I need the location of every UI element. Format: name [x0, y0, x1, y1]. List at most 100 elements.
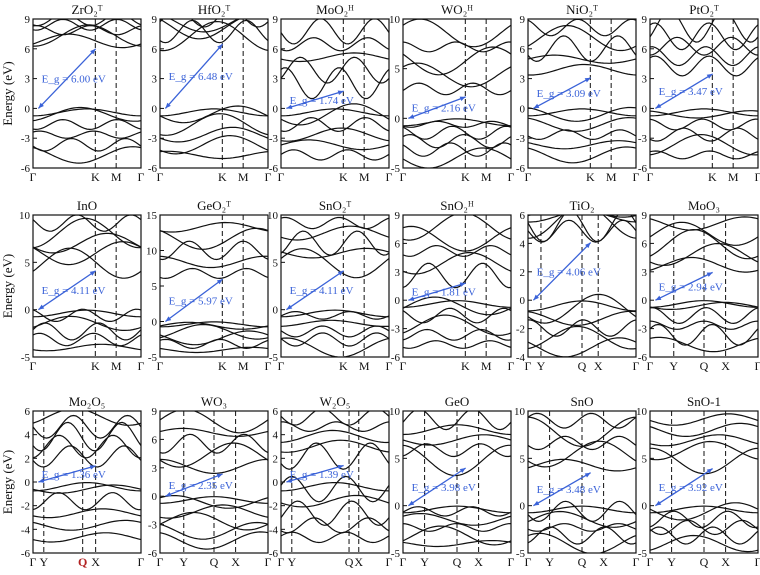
conduction-band: [281, 439, 389, 453]
y-tick-label: 9: [520, 14, 526, 26]
valence-band: [33, 332, 141, 347]
valence-band: [33, 492, 141, 511]
valence-band: [33, 508, 141, 519]
arrow-head: [216, 279, 223, 285]
band-gap-label: E_g = 2.35 eV: [169, 480, 233, 492]
y-tick-label: 5: [520, 453, 526, 465]
k-point-label: K: [708, 170, 717, 184]
conduction-band: [33, 445, 141, 468]
y-tick-label: -5: [148, 352, 158, 364]
conduction-band: [650, 19, 758, 43]
valence-band: [528, 106, 636, 122]
panel-title: PtO₂ᵀ: [689, 2, 719, 17]
y-tick-label: 9: [273, 14, 279, 26]
k-point-label: M: [111, 359, 122, 373]
valence-band: [160, 126, 268, 143]
valence-band: [403, 328, 511, 341]
valence-band: [281, 332, 389, 347]
k-point-label: Γ: [30, 170, 37, 184]
y-tick-label: 0: [152, 103, 158, 115]
valence-band: [528, 116, 636, 132]
band-gap-arrow: [533, 77, 591, 109]
valence-band: [281, 139, 389, 151]
valence-band: [281, 325, 389, 338]
band-panel: GeO₂ᵀ -5 0 5 10 15 Γ K M Γ E_g = 5.97 eV: [146, 198, 272, 373]
y-tick-label: 10: [146, 246, 158, 258]
k-point-label: Q: [578, 555, 587, 569]
valence-band: [403, 125, 511, 140]
band-gap-arrow: [533, 472, 591, 507]
k-point-label: M: [728, 170, 739, 184]
conduction-band: [650, 221, 758, 246]
valence-band-top: [650, 505, 758, 514]
y-tick-label: 9: [152, 14, 158, 26]
valence-band: [281, 531, 389, 544]
band-gap-label: E_g = 2.94 eV: [659, 281, 723, 293]
valence-band: [33, 519, 141, 531]
valence-band-top: [160, 496, 268, 504]
band-gap-arrow: [286, 90, 344, 110]
conduction-band: [650, 422, 758, 437]
conduction-band: [403, 244, 511, 257]
y-tick-label: 3: [152, 74, 158, 86]
y-tick-label: 0: [152, 317, 158, 329]
conduction-band: [160, 20, 268, 52]
y-tick-label: 0: [273, 103, 279, 115]
y-tick-label: -3: [269, 133, 279, 145]
y-tick-label: -6: [638, 163, 648, 175]
y-tick-label: -4: [516, 352, 526, 364]
y-tick-label: -3: [638, 133, 648, 145]
band-gap-label: E_g = 3.48 eV: [537, 484, 601, 496]
band-panel: WO₂ᴴ -5 0 5 10 Γ K M Γ E_g = 2.16 eV: [389, 2, 515, 184]
plot-frame: [402, 410, 512, 554]
y-tick-label: 0: [25, 477, 31, 489]
panel-title: WO₃: [201, 394, 227, 409]
conduction-band: [528, 63, 636, 76]
valence-band: [528, 310, 636, 327]
conduction-band: [33, 421, 141, 452]
y-tick-label: -6: [21, 548, 31, 560]
k-point-label: K: [461, 170, 470, 184]
y-tick-label: 0: [642, 295, 648, 307]
conduction-band: [160, 19, 268, 40]
y-tick-label: 2: [25, 453, 31, 465]
band-gap-arrow: [286, 464, 344, 483]
k-point-label: M: [606, 170, 617, 184]
conduction-band: [281, 52, 389, 63]
panel-title: GeO: [445, 394, 470, 409]
y-tick-label: 6: [152, 434, 158, 446]
k-point-label: Q: [453, 555, 462, 569]
band-gap-label: E_g = 1.74 eV: [290, 95, 354, 107]
panel-title: MoO₂ᴴ: [316, 2, 354, 17]
arrow-head: [165, 316, 172, 322]
valence-band: [281, 517, 389, 534]
valence-band: [650, 534, 758, 553]
y-tick-label: 15: [146, 210, 158, 222]
y-tick-label: 9: [642, 14, 648, 26]
arrow-head: [655, 295, 662, 301]
panel-title: SnO₂ᵀ: [319, 198, 352, 213]
valence-band: [160, 346, 268, 354]
conduction-band: [281, 429, 389, 444]
y-tick-label: -6: [269, 548, 279, 560]
band-gap-label: E_g = 6.00 eV: [42, 74, 106, 86]
arrow-head: [89, 270, 96, 276]
k-point-label: Γ: [508, 170, 515, 184]
y-tick-label: -5: [391, 548, 401, 560]
valence-band: [281, 494, 389, 508]
arrow-head: [459, 96, 466, 102]
conduction-band: [650, 22, 758, 51]
band-gap-label: E_g = 5.97 eV: [169, 295, 233, 307]
valence-band: [650, 519, 758, 536]
y-tick-label: 3: [25, 74, 31, 86]
conduction-band: [281, 248, 389, 279]
band-gap-arrow: [655, 271, 713, 301]
k-point-label: Γ: [400, 170, 407, 184]
valence-band-top: [281, 108, 389, 117]
arrow-head: [38, 102, 44, 109]
y-tick-label: -2: [21, 501, 30, 513]
plot-frame: [32, 18, 142, 169]
arrow-head: [459, 467, 466, 473]
conduction-band: [281, 411, 389, 426]
